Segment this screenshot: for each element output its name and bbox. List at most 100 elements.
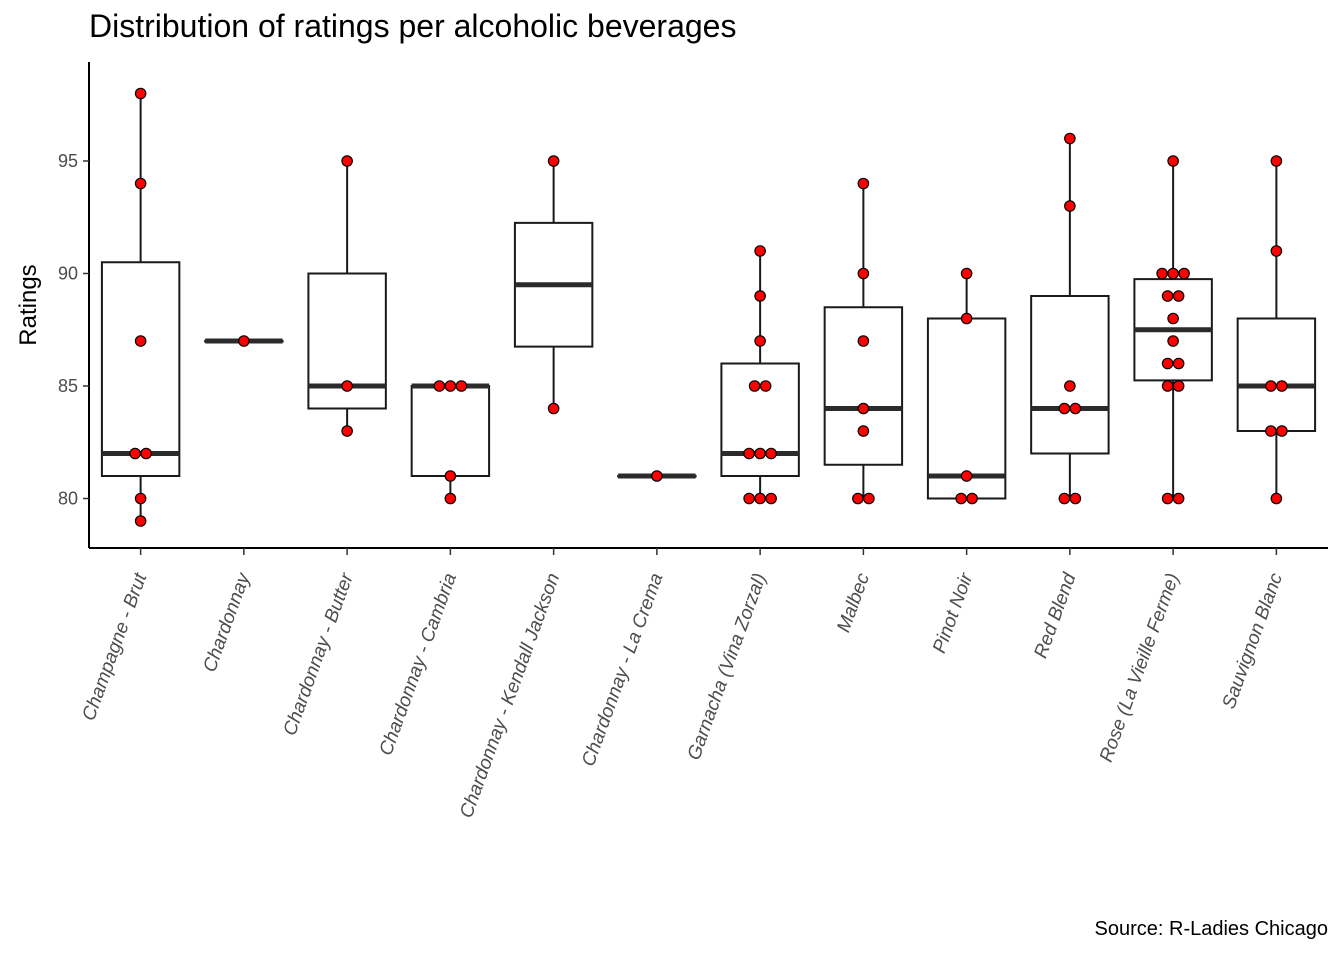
y-tick-label: 95 — [58, 151, 78, 171]
x-tick-label: Champagne - Brut — [78, 570, 151, 724]
chart-title: Distribution of ratings per alcoholic be… — [89, 8, 737, 44]
data-point — [1172, 492, 1185, 505]
box — [926, 317, 1007, 500]
data-point — [1058, 402, 1071, 415]
data-point — [134, 177, 147, 190]
x-tick-label: Chardonnay - Cambria — [376, 571, 461, 759]
data-point — [1167, 267, 1179, 280]
data-point — [1270, 155, 1283, 167]
data-point — [433, 380, 446, 392]
data-point — [1270, 245, 1283, 257]
data-point — [743, 447, 755, 460]
data-point — [857, 177, 870, 190]
data-point — [547, 155, 560, 167]
data-point — [134, 515, 147, 527]
data-point — [765, 447, 777, 460]
data-point — [1172, 380, 1185, 392]
data-point — [1276, 380, 1288, 392]
x-tick-label: Red Blend — [1030, 569, 1081, 661]
data-point — [955, 492, 967, 505]
x-tick-label: Sauvignon Blanc — [1219, 570, 1288, 712]
x-tick-label: Rose (La Vieille Ferme) — [1096, 571, 1184, 765]
data-point — [1270, 492, 1283, 505]
data-point — [1161, 290, 1174, 302]
data-point — [1172, 290, 1185, 302]
data-point — [857, 402, 870, 415]
x-tick-label: Chardonnay - Butter — [280, 570, 358, 739]
x-tick-label: Garnacha (Vina Zorzal) — [684, 571, 771, 763]
data-point — [1265, 425, 1277, 437]
data-point — [1167, 335, 1179, 347]
data-point — [651, 470, 663, 482]
y-tick-label: 90 — [58, 264, 78, 284]
data-point — [134, 492, 147, 505]
data-point — [754, 492, 766, 505]
y-tick-label: 80 — [58, 489, 78, 509]
data-point — [238, 335, 250, 347]
data-point — [1161, 380, 1174, 392]
box — [100, 261, 181, 477]
chart-caption: Source: R-Ladies Chicago — [1094, 918, 1328, 940]
data-point — [547, 402, 560, 415]
data-point — [1064, 132, 1076, 145]
data-point — [1161, 492, 1174, 505]
data-point — [960, 312, 973, 325]
data-point — [455, 380, 468, 392]
data-point — [1172, 357, 1185, 370]
data-point — [1069, 492, 1082, 505]
y-axis-title: Ratings — [15, 264, 42, 345]
x-tick-label: Chardonnay - Kendall Jackson — [456, 571, 564, 821]
data-point — [852, 492, 864, 505]
boxes-layer — [100, 93, 1317, 521]
axes: Ratings — [15, 62, 1328, 549]
data-point — [857, 267, 870, 280]
data-point — [960, 470, 973, 482]
data-point — [1069, 402, 1082, 415]
data-point — [341, 425, 353, 437]
x-tick-label: Malbec — [833, 570, 874, 635]
data-point — [857, 335, 870, 347]
data-point — [960, 267, 973, 280]
data-point — [444, 492, 457, 505]
data-point — [134, 87, 147, 100]
data-point — [1058, 492, 1071, 505]
data-point — [754, 245, 766, 257]
data-point — [140, 447, 152, 460]
data-point — [341, 380, 353, 392]
data-point — [754, 447, 766, 460]
data-point — [1156, 267, 1168, 280]
data-point — [863, 492, 875, 505]
data-point — [1167, 312, 1179, 325]
data-point — [748, 380, 761, 392]
box — [1030, 295, 1110, 455]
ticks-layer: 80 85 90 95 Champagne - Brut Chardonnay Chardo… — [58, 151, 1287, 821]
x-tick-label: Pinot Noir — [929, 570, 977, 656]
data-point — [1276, 425, 1288, 437]
data-point — [743, 492, 755, 505]
data-point — [857, 425, 870, 437]
box — [1236, 317, 1317, 432]
x-tick-label: Chardonnay — [199, 569, 255, 675]
data-point — [765, 492, 777, 505]
data-point — [1265, 380, 1277, 392]
points-layer — [129, 87, 1288, 527]
data-point — [444, 470, 457, 482]
data-point — [1167, 155, 1179, 167]
data-point — [341, 155, 353, 167]
data-point — [754, 335, 766, 347]
data-point — [1064, 380, 1076, 392]
data-point — [1161, 357, 1174, 370]
data-point — [129, 447, 141, 460]
box — [823, 306, 904, 466]
box — [410, 385, 491, 477]
data-point — [759, 380, 772, 392]
data-point — [134, 335, 147, 347]
data-point — [1178, 267, 1190, 280]
x-tick-label: Chardonnay - La Crema — [578, 571, 667, 770]
data-point — [1064, 200, 1076, 212]
data-point — [444, 380, 457, 392]
data-point — [754, 290, 766, 302]
data-point — [966, 492, 978, 505]
y-tick-label: 85 — [58, 376, 78, 396]
